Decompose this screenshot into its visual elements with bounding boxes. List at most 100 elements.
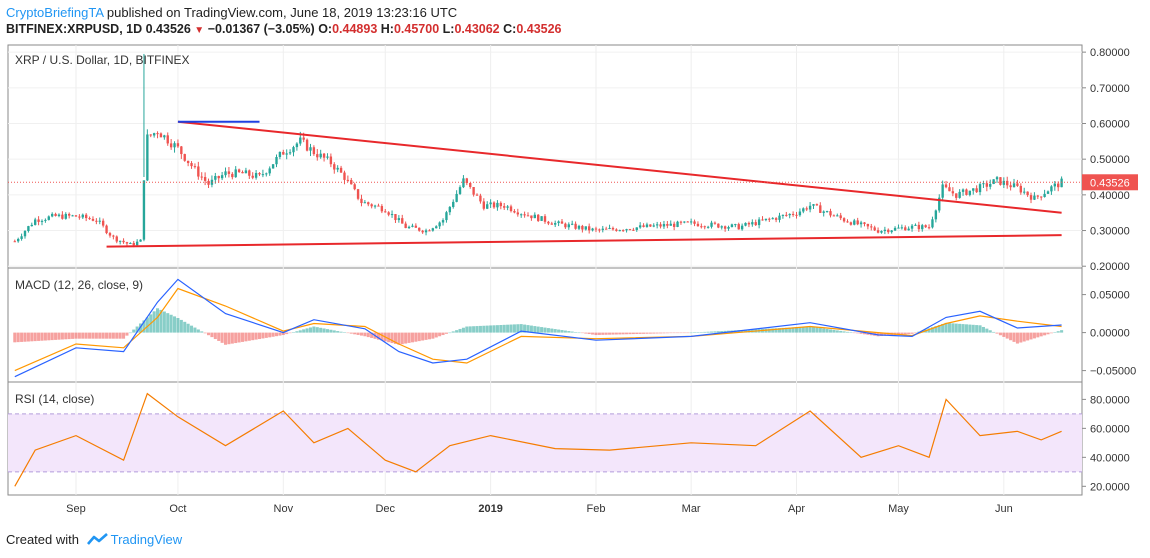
candle-body xyxy=(703,226,706,228)
macd-histogram-bar xyxy=(475,326,479,333)
rsi-tick-label: 60.0000 xyxy=(1090,423,1130,435)
candle-body xyxy=(261,174,265,176)
low-value: 0.43062 xyxy=(454,22,500,36)
macd-histogram-bar xyxy=(60,332,64,340)
candle-body xyxy=(217,176,220,179)
candle-body xyxy=(686,221,689,223)
candle-body xyxy=(900,227,904,229)
macd-histogram-bar xyxy=(635,332,639,334)
macd-histogram-bar xyxy=(563,330,567,333)
macd-histogram-bar xyxy=(427,332,431,340)
candle-body xyxy=(533,214,536,219)
candle-body xyxy=(295,143,299,148)
macd-histogram-bar xyxy=(183,321,187,333)
candle-body xyxy=(61,214,64,219)
candle-body xyxy=(265,173,268,175)
candle-body xyxy=(47,216,50,220)
candle-body xyxy=(492,202,496,208)
candle-body xyxy=(778,215,781,220)
publish-info: published on TradingView.com, June 18, 2… xyxy=(103,5,458,20)
macd-histogram-bar xyxy=(278,332,282,336)
candle-body xyxy=(941,184,944,198)
macd-histogram-bar xyxy=(628,332,632,335)
candle-body xyxy=(727,227,730,229)
candle-body xyxy=(982,183,985,185)
macd-histogram-bar xyxy=(710,331,714,333)
price-chart[interactable]: Sep Oct Nov Dec 2019 Feb Mar Apr May Jun 0.80000 0.… xyxy=(0,0,1150,530)
candle-body xyxy=(781,214,785,216)
macd-histogram-bar xyxy=(431,332,435,339)
macd-histogram-bar xyxy=(312,326,316,333)
macd-histogram-bar xyxy=(536,326,540,333)
candle-body xyxy=(105,225,108,234)
macd-histogram-bar xyxy=(557,329,561,333)
macd-histogram-bar xyxy=(523,324,527,333)
author-link[interactable]: CryptoBriefingTA xyxy=(6,5,104,20)
candle-body xyxy=(207,180,210,185)
macd-histogram-bar xyxy=(767,328,771,333)
candle-body xyxy=(67,213,71,216)
candle-body xyxy=(870,226,873,228)
macd-histogram-bar xyxy=(669,332,673,334)
macd-histogram-bar xyxy=(608,332,612,335)
candle-body xyxy=(37,219,40,222)
rsi-tick-label: 80.0000 xyxy=(1090,394,1130,406)
candle-body xyxy=(40,220,44,222)
tradingview-link[interactable]: TradingView xyxy=(110,532,183,547)
candle-body xyxy=(554,223,557,225)
macd-histogram-bar xyxy=(37,332,41,341)
candle-body xyxy=(679,221,683,223)
candle-body xyxy=(305,139,309,151)
macd-histogram-bar xyxy=(805,326,809,333)
candle-body xyxy=(356,189,360,199)
candle-body xyxy=(825,211,829,213)
candle-body xyxy=(866,223,870,227)
candle-body xyxy=(968,190,972,195)
candle-body xyxy=(251,175,254,178)
macd-histogram-bar xyxy=(587,332,591,335)
macd-histogram-bar xyxy=(1032,332,1036,339)
candle-body xyxy=(394,214,397,221)
macd-histogram-bar xyxy=(584,332,588,334)
macd-histogram-bar xyxy=(811,327,816,333)
macd-histogram-bar xyxy=(1043,332,1047,336)
macd-histogram-bar xyxy=(944,322,948,333)
candle-body xyxy=(574,223,577,229)
macd-histogram-bar xyxy=(156,308,160,333)
macd-histogram-bar xyxy=(308,327,313,333)
candle-body xyxy=(363,202,367,204)
candle-body xyxy=(615,229,618,231)
macd-histogram-bar xyxy=(662,332,666,334)
candle-body xyxy=(452,201,455,207)
candle-body xyxy=(938,197,941,211)
candle-body xyxy=(955,193,958,198)
x-tick-label: Apr xyxy=(788,503,805,515)
macd-histogram-bar xyxy=(220,332,224,343)
candle-body xyxy=(893,227,897,231)
candle-body xyxy=(836,215,839,217)
macd-histogram-bar xyxy=(567,331,571,333)
macd-histogram-bar xyxy=(512,324,516,333)
macd-histogram-bar xyxy=(434,332,438,338)
macd-histogram-bar xyxy=(835,330,839,333)
macd-histogram-bar xyxy=(883,332,887,336)
macd-histogram-bar xyxy=(788,327,792,333)
candle-body xyxy=(1012,183,1016,188)
candle-body xyxy=(530,215,533,219)
candle-body xyxy=(445,212,448,221)
macd-histogram-bar xyxy=(716,331,720,333)
candle-body xyxy=(696,223,700,227)
macd-histogram-bar xyxy=(689,332,693,334)
macd-histogram-bar xyxy=(257,332,262,340)
macd-histogram-bar xyxy=(159,309,163,333)
macd-histogram-bar xyxy=(862,332,867,335)
candle-body xyxy=(927,227,931,229)
candle-body xyxy=(700,226,703,228)
candle-body xyxy=(951,191,955,194)
macd-histogram-bar xyxy=(64,332,68,340)
candle-body xyxy=(1016,183,1019,186)
macd-histogram-bar xyxy=(614,332,618,335)
macd-histogram-bar xyxy=(115,332,119,339)
ohlc-line: BITFINEX:XRPUSD, 1D 0.43526 ▼ −0.01367 (… xyxy=(6,22,562,36)
candle-body xyxy=(995,177,999,180)
